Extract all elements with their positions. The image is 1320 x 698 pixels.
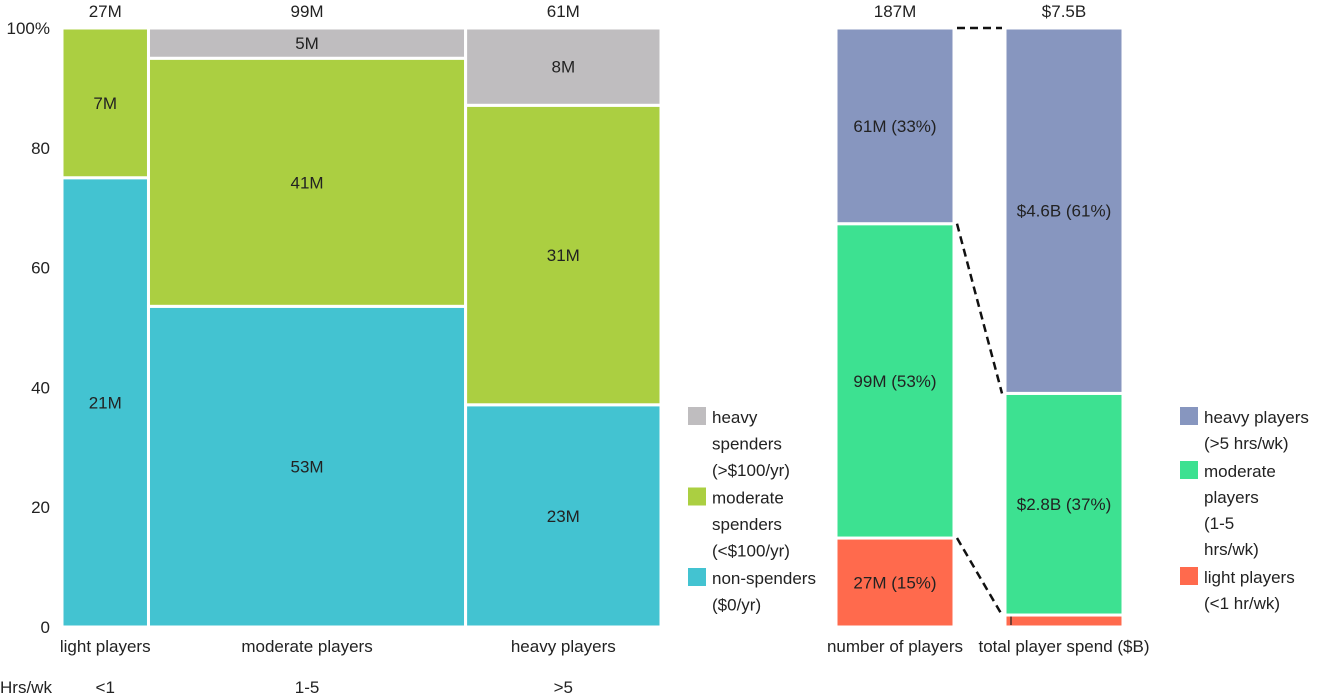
- column-total-label: 99M: [291, 2, 324, 21]
- mosaic-cell: [464, 103, 663, 407]
- stacked-bar-segment-label: 27M (15%): [853, 574, 936, 593]
- mosaic-cell-label: 21M: [89, 393, 122, 412]
- column-category-label: moderate players: [241, 637, 372, 656]
- legend-label: (>5 hrs/wk): [1204, 434, 1289, 453]
- stacked-bar-segment-label: $2.8B (37%): [1017, 495, 1112, 514]
- stacked-bar-segment-label: 99M (53%): [853, 372, 936, 391]
- connector-dashed-line: [955, 223, 1004, 394]
- legend-label: heavy players: [1204, 408, 1309, 427]
- stacked-bar-segment: [834, 222, 956, 540]
- column-total-label: 27M: [89, 2, 122, 21]
- mosaic-cell-label: 41M: [291, 173, 324, 192]
- stacked-bar-segment: [834, 536, 956, 629]
- legend-label: moderate: [712, 489, 784, 508]
- mosaic-cell: [146, 56, 468, 308]
- mosaic-cell: [464, 403, 663, 629]
- legend-label: light players: [1204, 568, 1295, 587]
- y-tick-label: 100%: [7, 19, 50, 38]
- y-tick-label: 0: [41, 618, 50, 637]
- mosaic-cell-label: 7M: [93, 94, 117, 113]
- y-tick-label: 60: [31, 259, 50, 278]
- bar-category-label: total player spend ($B): [978, 637, 1149, 656]
- column-category-label: heavy players: [511, 637, 616, 656]
- legend-label: (>$100/yr): [712, 461, 790, 480]
- stacked-bar-segment-label: 61M (33%): [853, 117, 936, 136]
- legend-label: non-spenders: [712, 569, 816, 588]
- hours-axis-label: Hrs/wk: [0, 678, 52, 697]
- stacked-bar-segment: [1003, 391, 1125, 617]
- legend-label: players: [1204, 488, 1259, 507]
- mosaic-cell-label: 23M: [547, 507, 580, 526]
- mosaic-cell: [60, 26, 150, 180]
- hours-tick-label: >5: [554, 678, 573, 697]
- legend-label: ($0/yr): [712, 596, 761, 615]
- legend-label: spenders: [712, 515, 782, 534]
- column-total-label: 61M: [547, 2, 580, 21]
- mosaic-cell: [464, 26, 663, 107]
- stacked-bar-segment: [834, 26, 956, 226]
- legend-swatch: [1180, 407, 1198, 425]
- legend-swatch: [1180, 461, 1198, 479]
- stacked-bar-segment-label: $4.6B (61%): [1017, 202, 1112, 221]
- y-tick-label: 20: [31, 498, 50, 517]
- bar-category-label: number of players: [827, 637, 963, 656]
- column-category-label: light players: [60, 637, 151, 656]
- legend-swatch: [688, 407, 706, 425]
- connector-dashed-line: [955, 537, 1004, 616]
- mosaic-cell-label: 5M: [295, 34, 319, 53]
- y-tick-label: 80: [31, 139, 50, 158]
- legend-label: (1-5: [1204, 514, 1234, 533]
- legend-label: moderate: [1204, 462, 1276, 481]
- mosaic-cell-label: 31M: [547, 246, 580, 265]
- mosaic-cell-label: 8M: [551, 58, 575, 77]
- legend-label: hrs/wk): [1204, 540, 1259, 559]
- legend-label: spenders: [712, 435, 782, 454]
- bar-total-label: $7.5B: [1042, 2, 1086, 21]
- legend-label: heavy: [712, 408, 758, 427]
- legend-swatch: [688, 568, 706, 586]
- hours-tick-label: <1: [96, 678, 115, 697]
- hours-tick-label: 1-5: [295, 678, 320, 697]
- legend-label: (<1 hr/wk): [1204, 594, 1280, 613]
- y-tick-label: 40: [31, 378, 50, 397]
- mosaic-cell: [146, 26, 468, 60]
- legend-label: (<$100/yr): [712, 542, 790, 561]
- bar-total-label: 187M: [874, 2, 917, 21]
- legend-swatch: [688, 487, 706, 506]
- mosaic-cell-label: 53M: [291, 458, 324, 477]
- stacked-bar-segment: [1003, 613, 1125, 629]
- stacked-bar-segment: [1003, 26, 1125, 395]
- legend-swatch: [1180, 567, 1198, 585]
- mosaic-cell: [60, 176, 150, 629]
